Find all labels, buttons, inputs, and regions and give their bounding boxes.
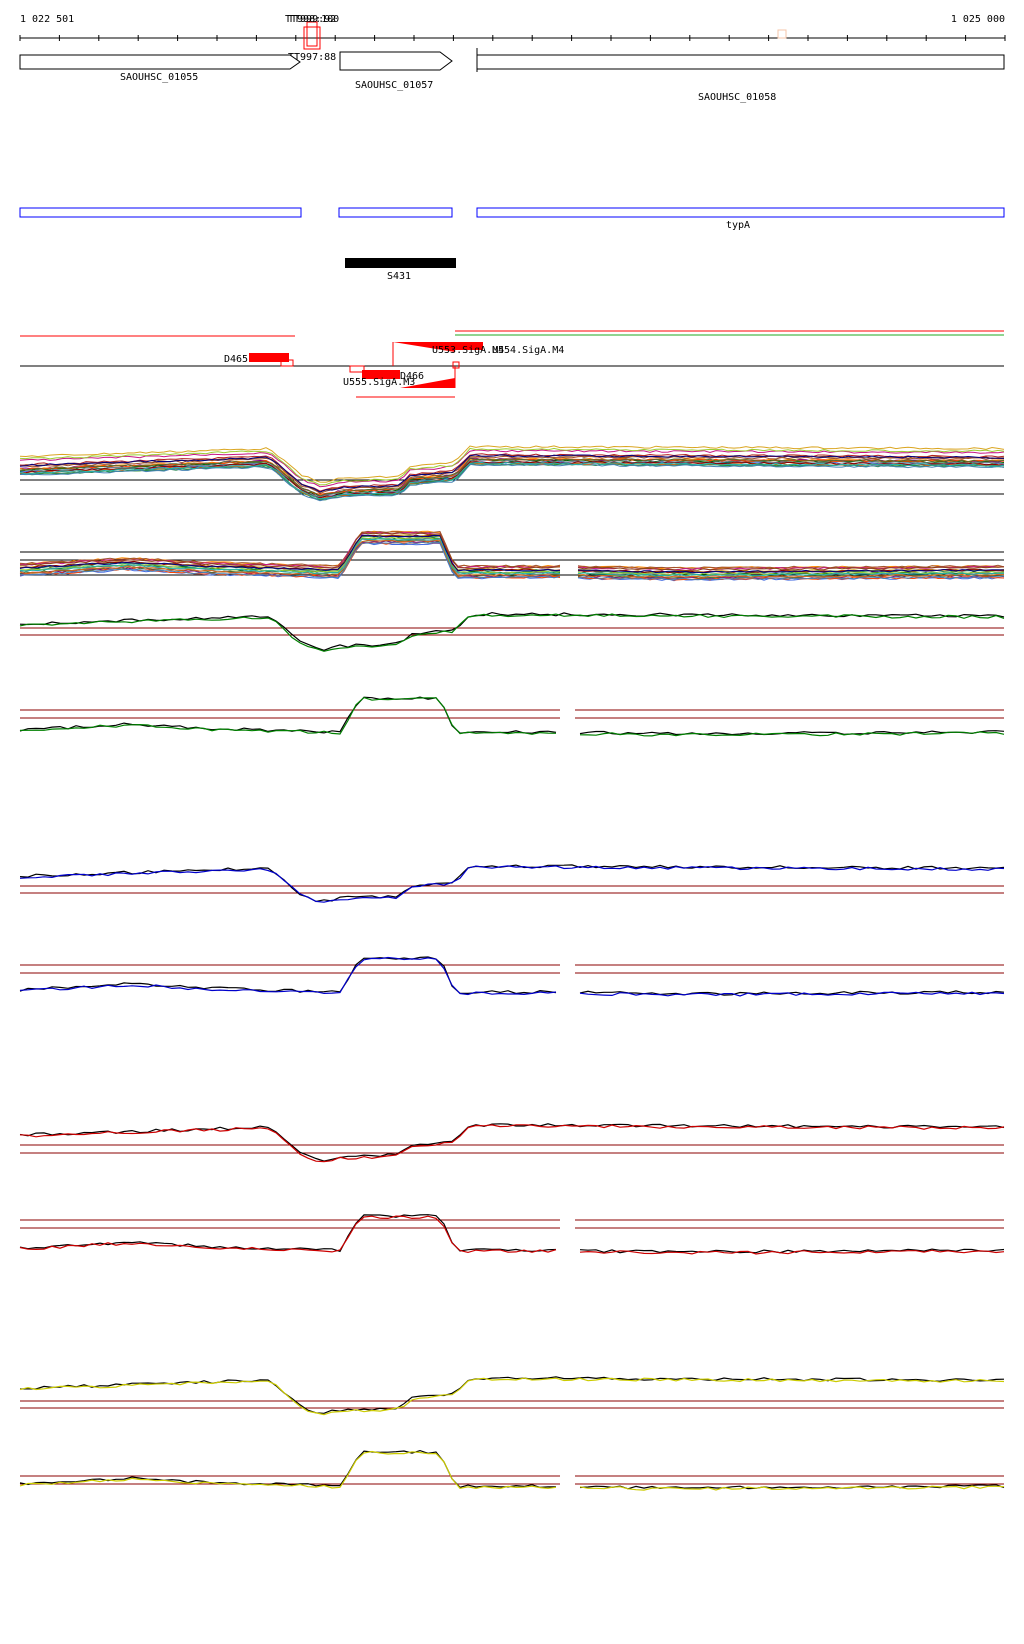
track-condition-2-minus [19,696,1005,737]
segment-label-u555: U555.SigA.M3 [343,377,415,388]
coordinate-ruler: 1 022 501 1 025 000 [19,14,1006,41]
gene-label-01055: SAOUHSC_01055 [120,72,198,83]
expression-series-line [19,454,1005,493]
segment-u553-wedge[interactable] [393,342,455,352]
segment-d466-mark [349,365,365,373]
operon-box-typa[interactable] [476,207,1005,218]
expression-replicate-line [19,864,1005,903]
segment-u554[interactable] [455,342,483,350]
expression-series-line [19,445,1005,483]
gene-label-01057: SAOUHSC_01057 [355,80,433,91]
expression-replicate-line [19,1124,1005,1163]
expression-replicate-line [19,956,1005,997]
ruler-start-label: 1 022 501 [20,14,74,25]
track-condition-3-plus [19,864,1005,903]
srna-label-s431: S431 [387,271,411,282]
operon-track: typA [19,207,1005,231]
gene-arrow-01055[interactable] [19,54,301,70]
operon-box-2[interactable] [338,207,453,218]
expression-replicate-line [19,1450,1005,1491]
track-condition-4-plus [19,1123,1005,1163]
srna-track: S431 [345,258,456,282]
expression-replicate-line [19,1449,1005,1490]
expression-series-line [19,457,1005,497]
expression-series-line [19,447,1005,486]
expression-replicate-line [19,611,1005,651]
expression-series-line [19,537,1005,577]
expression-series-line [19,532,1005,572]
expression-replicate-line [19,1214,1005,1254]
expression-replicate-line [19,696,1005,737]
segment-u554-mark [452,361,460,369]
segment-d465-mark [280,359,294,367]
expression-replicate-line [19,956,1005,996]
srna-block-s431[interactable] [345,258,456,268]
segment-label-u553: U553.SigA.M4 [432,345,504,356]
track-condition-5-plus [19,1376,1005,1416]
expression-series-line [19,453,1005,492]
expression-series-line [19,541,1004,581]
track-condition-5-minus [19,1449,1005,1491]
segment-u555-wedge[interactable] [400,378,455,388]
segment-d466[interactable] [362,370,400,379]
segment-label-u554: U554.SigA.M4 [492,345,564,356]
gene-label-01058: SAOUHSC_01058 [698,92,776,103]
operon-box-1[interactable] [19,207,302,218]
track-all-conditions-plus [19,445,1005,502]
expression-series-line [19,461,1005,500]
track-condition-4-minus [19,1214,1005,1255]
ruler-end-label: 1 025 000 [951,14,1005,25]
track-condition-2-plus [19,611,1005,652]
expression-series-line [19,463,1005,502]
expression-replicate-line [19,613,1005,652]
terminator-box-a[interactable] [303,26,321,50]
expression-tracks [19,445,1005,1491]
gene-track: SAOUHSC_01055 SAOUHSC_01057 SAOUHSC_0105… [19,48,1005,103]
gene-box-01058[interactable] [476,54,1005,70]
terminator-box-b[interactable] [306,21,318,47]
expression-series-line [19,530,1005,569]
expression-replicate-line [19,865,1005,903]
operon-label-typa: typA [726,220,750,231]
segment-label-d466: D466 [400,371,424,382]
segment-label-d465: D465 [224,354,248,365]
expression-series-line [19,463,1005,501]
ruler-ticks [19,35,1006,41]
terminator-group[interactable]: TT998:100 TT999:92 TT997:88 [285,14,787,63]
terminator-label-b: TT999:92 [288,14,336,25]
expression-series-line [19,461,1005,500]
expression-replicate-line [19,1376,1005,1414]
track-condition-3-minus [19,956,1005,997]
expression-series-line [19,455,1005,494]
expression-series-line [19,530,1005,570]
terminator-label-bottom: TT997:88 [288,52,336,63]
expression-replicate-line [19,696,1005,736]
expression-series-line [19,539,1005,578]
terminator-box-c[interactable] [777,29,787,39]
track-all-conditions-minus [19,530,1005,582]
terminator-label-a: TT998:100 [285,14,339,25]
segmentation-track: D465 D466 U553.SigA.M4 U554.SigA.M4 U555… [20,330,1004,398]
expression-replicate-line [19,1215,1005,1255]
gene-arrow-01057[interactable] [339,51,453,71]
expression-replicate-line [19,1377,1005,1416]
expression-series-line [19,534,1005,574]
segment-d465[interactable] [249,353,289,362]
expression-series-line [19,461,1005,499]
